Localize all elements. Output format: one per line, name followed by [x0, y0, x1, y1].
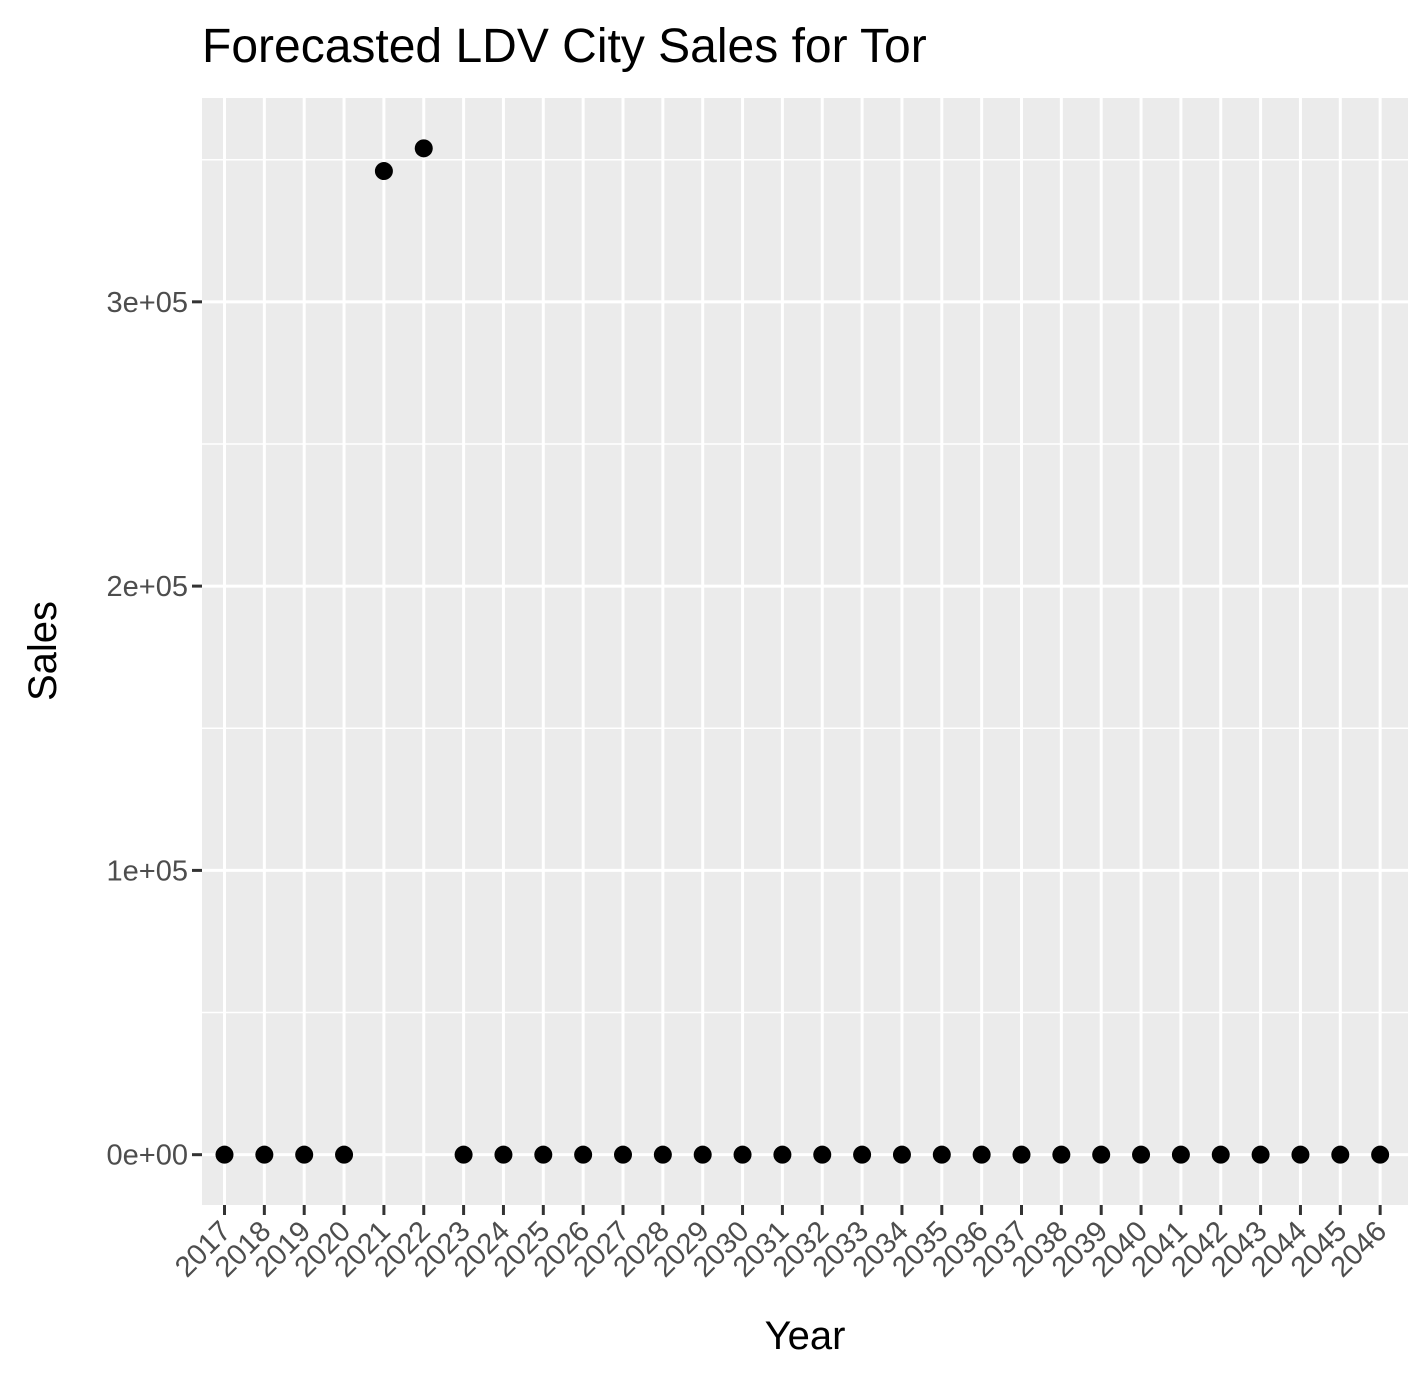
- data-point: [295, 1145, 314, 1164]
- data-point: [1371, 1145, 1390, 1164]
- y-axis: 0e+00 1e+05 2e+05 3e+05: [107, 287, 202, 1172]
- plot-panel: [202, 98, 1408, 1205]
- data-point: [614, 1145, 632, 1164]
- data-point: [932, 1145, 951, 1164]
- data-point: [1251, 1145, 1270, 1164]
- data-point: [972, 1145, 991, 1164]
- y-tick-label: 2e+05: [107, 571, 188, 603]
- data-point: [813, 1145, 832, 1164]
- data-point: [335, 1145, 354, 1164]
- data-point: [653, 1145, 672, 1164]
- data-points: [215, 139, 1390, 1164]
- data-point: [1092, 1145, 1111, 1164]
- data-point: [1012, 1145, 1031, 1164]
- data-point: [414, 139, 433, 158]
- data-point: [892, 1145, 911, 1164]
- data-point: [693, 1145, 712, 1164]
- data-point: [454, 1145, 473, 1164]
- data-point: [534, 1145, 553, 1164]
- chart-title: Forecasted LDV City Sales for Tor: [202, 20, 927, 73]
- y-axis-title: Sales: [21, 601, 65, 701]
- y-tick-label: 0e+00: [107, 1140, 188, 1172]
- data-point: [374, 162, 393, 181]
- data-point: [255, 1145, 274, 1164]
- data-point: [1052, 1145, 1071, 1164]
- y-tick-label: 3e+05: [107, 287, 188, 319]
- data-point: [1331, 1145, 1350, 1164]
- data-point: [1132, 1145, 1151, 1164]
- data-point: [733, 1145, 752, 1164]
- data-point: [853, 1145, 872, 1164]
- x-axis-title: Year: [765, 1314, 846, 1358]
- minor-gridlines: [202, 158, 1408, 1014]
- data-point: [215, 1145, 234, 1164]
- x-axis: 2017201820192020202120222023202420252026…: [169, 1205, 1393, 1284]
- data-point: [1171, 1145, 1190, 1164]
- y-tick-label: 1e+05: [107, 855, 188, 887]
- data-point: [773, 1145, 792, 1164]
- data-point: [1211, 1145, 1230, 1164]
- data-point: [574, 1145, 593, 1164]
- data-point: [494, 1145, 513, 1164]
- data-point: [1291, 1145, 1310, 1164]
- major-gridlines: [202, 98, 1408, 1205]
